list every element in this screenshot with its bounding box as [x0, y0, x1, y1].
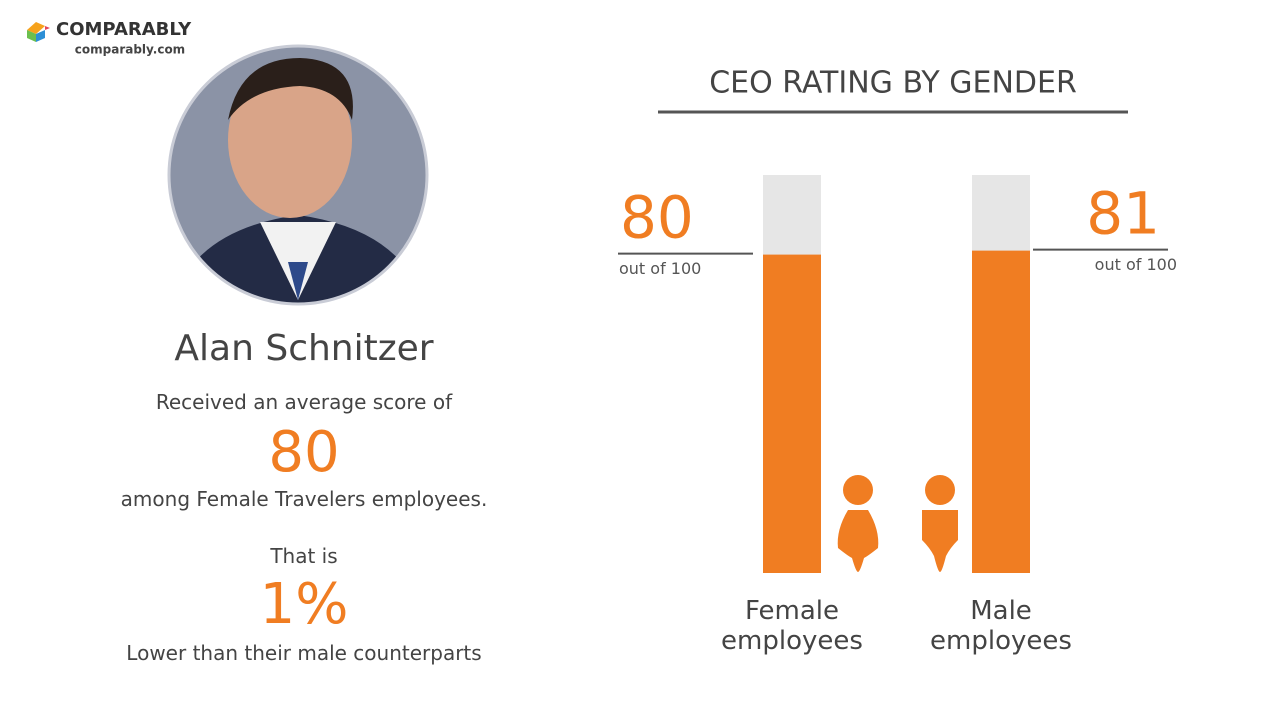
bar [763, 254, 821, 573]
value-note: out of 100 [1095, 255, 1177, 274]
comparison-text: Lower than their male counterparts [126, 641, 482, 665]
brand-url: comparably.com [75, 43, 185, 57]
bar [972, 250, 1030, 573]
logo-icon [27, 22, 50, 42]
value-label: 80 [620, 184, 694, 252]
ceo-name: Alan Schnitzer [174, 328, 434, 369]
male-icon [922, 475, 958, 572]
category-label: Female employees [721, 596, 863, 656]
value-note: out of 100 [619, 259, 701, 278]
brand-name: COMPARABLY [56, 19, 192, 40]
group-text: among Female Travelers employees. [120, 487, 488, 511]
chart-title: CEO RATING BY GENDER [709, 66, 1077, 101]
female-icon [837, 475, 879, 572]
lead-text: That is [270, 544, 338, 568]
difference: 1% [259, 572, 349, 637]
value-label: 81 [1086, 180, 1160, 248]
photo-frame [167, 44, 429, 306]
category-label: Male employees [930, 596, 1072, 656]
intro-text: Received an average score of [155, 390, 453, 414]
score: 80 [268, 420, 340, 485]
ceo-photo [170, 47, 426, 303]
